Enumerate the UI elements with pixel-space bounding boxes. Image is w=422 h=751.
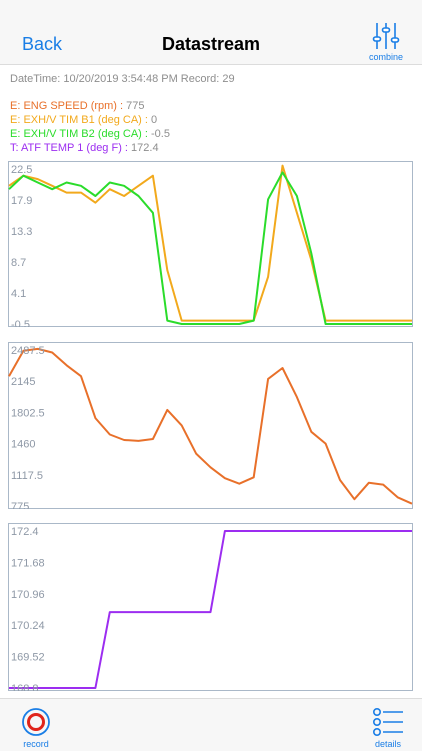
legend-value: 775: [126, 100, 145, 112]
series-line: [8, 347, 413, 505]
record-label: record: [23, 739, 49, 749]
details-label: details: [374, 739, 401, 749]
y-tick-label: 17.9: [11, 195, 32, 207]
series-line: [8, 171, 412, 325]
legend-item: E: EXH/V TIM B1 (deg CA) : 0: [10, 113, 170, 127]
legend-label: T: ATF TEMP 1 (deg F) :: [10, 142, 128, 154]
y-tick-label: 2145: [11, 376, 35, 388]
y-tick-label: 775: [11, 501, 29, 509]
parameter-legend: E: ENG SPEED (rpm) : 775 E: EXH/V TIM B1…: [10, 99, 170, 155]
sliders-icon: [372, 23, 400, 49]
back-button[interactable]: Back: [22, 34, 63, 54]
combine-button[interactable]: combine: [364, 22, 408, 62]
combine-label: combine: [368, 52, 404, 62]
y-tick-label: 169.52: [11, 652, 45, 664]
atf-temp-plot: 172.4 171.68 170.96 170.24 169.52 168.8: [8, 523, 413, 691]
y-tick-label: 4.1: [11, 288, 26, 300]
series-line: [8, 164, 412, 322]
y-tick-label: 171.68: [11, 557, 45, 569]
y-tick-label: 2487.5: [11, 345, 45, 357]
legend-item: E: EXH/V TIM B2 (deg CA) : -0.5: [10, 127, 170, 141]
legend-label: E: EXH/V TIM B2 (deg CA) :: [10, 128, 148, 140]
chart-valve-timing: 22.5 17.9 13.3 8.7 4.1 -0.5: [8, 161, 413, 327]
y-tick-label: 1802.5: [11, 407, 45, 419]
page-title: Datastream: [161, 34, 261, 54]
navigation-bar: Back Datastream combine: [0, 0, 422, 65]
record-button[interactable]: record: [18, 707, 54, 749]
details-button[interactable]: details: [368, 707, 408, 749]
legend-item: E: ENG SPEED (rpm) : 775: [10, 99, 170, 113]
legend-label: E: EXH/V TIM B1 (deg CA) :: [10, 114, 148, 126]
y-tick-label: 172.4: [11, 526, 39, 538]
y-tick-label: 170.96: [11, 589, 45, 601]
y-tick-label: 22.5: [11, 164, 32, 176]
legend-value: 0: [151, 114, 158, 126]
plot-frame: [8, 342, 413, 509]
legend-value: 172.4: [131, 142, 159, 154]
chart-atf-temp: 172.4 171.68 170.96 170.24 169.52 168.8: [8, 523, 413, 691]
y-tick-label: 8.7: [11, 257, 26, 269]
plot-frame: [8, 161, 413, 327]
y-tick-label: 168.8: [11, 683, 39, 691]
y-tick-label: 1117.5: [11, 470, 43, 482]
legend-value: -0.5: [151, 128, 170, 140]
y-tick-label: -0.5: [11, 319, 30, 327]
valve-timing-plot: 22.5 17.9 13.3 8.7 4.1 -0.5: [8, 161, 413, 327]
legend-label: E: ENG SPEED (rpm) :: [10, 100, 124, 112]
record-info: DateTime: 10/20/2019 3:54:48 PM Record: …: [10, 73, 235, 85]
list-icon: [372, 707, 403, 736]
bottom-toolbar: record details: [0, 698, 422, 751]
engine-speed-plot: 2487.5 2145 1802.5 1460 1117.5 775: [8, 342, 413, 509]
chart-engine-speed: 2487.5 2145 1802.5 1460 1117.5 775: [8, 342, 413, 509]
series-line: [9, 530, 412, 689]
y-tick-label: 170.24: [11, 620, 45, 632]
y-tick-label: 13.3: [11, 226, 32, 238]
y-tick-label: 1460: [11, 439, 35, 451]
record-icon: [22, 708, 50, 736]
legend-item: T: ATF TEMP 1 (deg F) : 172.4: [10, 141, 170, 155]
